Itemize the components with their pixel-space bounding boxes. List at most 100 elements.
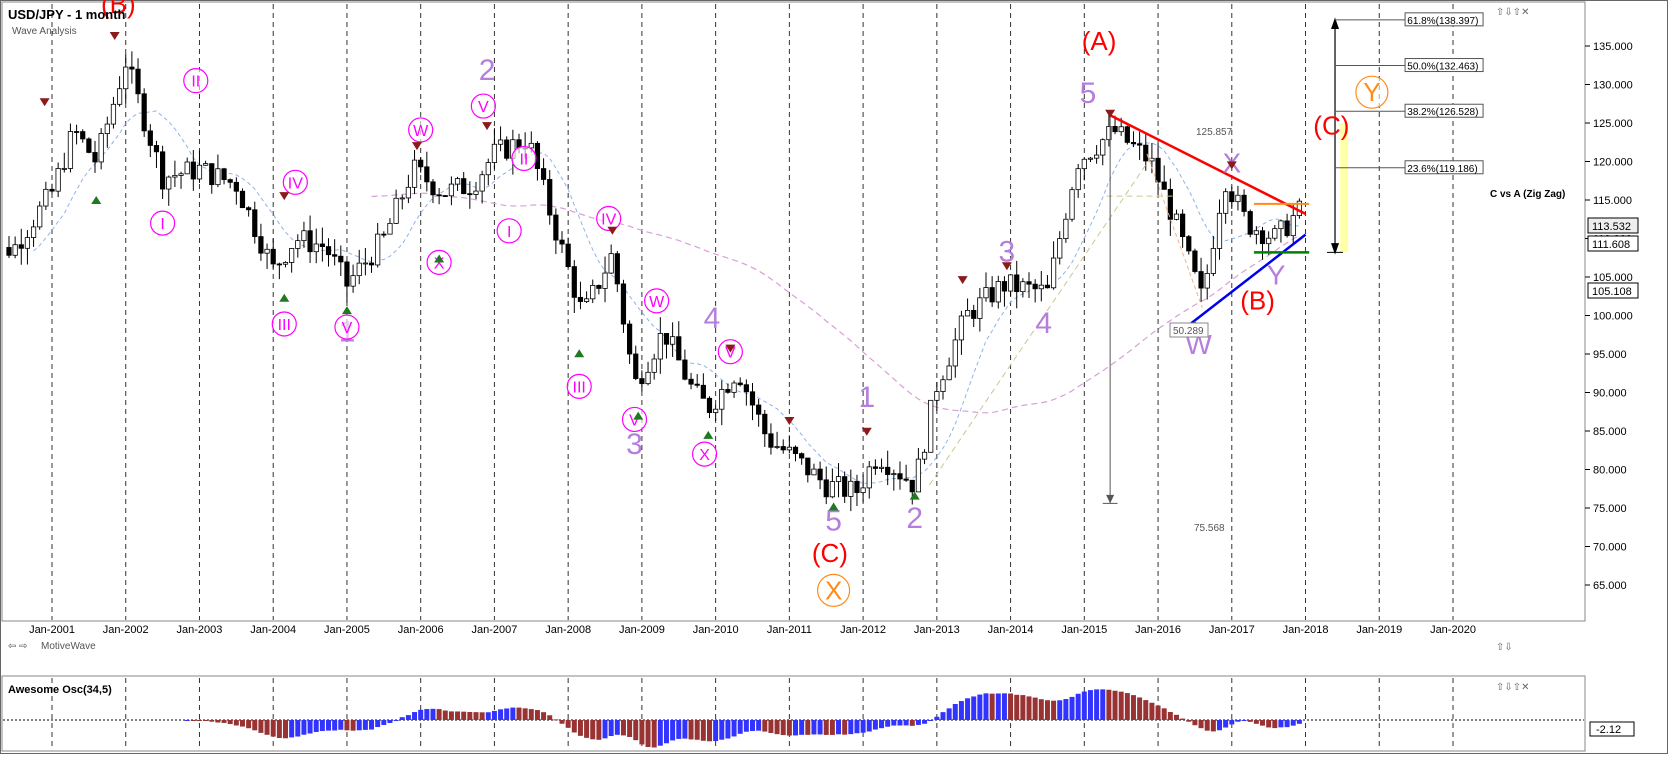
candle-body [1050, 257, 1057, 289]
oscillator-bar [1173, 714, 1179, 720]
circled-wave-label: IV [288, 175, 303, 192]
candle-body [332, 254, 338, 257]
candle-body [946, 365, 952, 381]
wave-label: (A) [1082, 26, 1117, 56]
circled-wave-marker [691, 441, 718, 467]
oscillator-bar [633, 720, 639, 741]
wave-label: 5 [1080, 77, 1097, 110]
candle-body [1216, 212, 1223, 249]
trendlines: 61.8%(138.397) 50.0%(132.463) 38.2%(126.52… [929, 12, 1484, 504]
wave-label: 1 [858, 381, 875, 414]
circled-wave-marker [817, 573, 851, 607]
candle-body [1007, 274, 1014, 292]
candle-body [1118, 126, 1124, 133]
scroll-arrows-icon[interactable]: ⇦ ⇨ [8, 641, 28, 652]
candle-body [743, 384, 749, 393]
oscillator-bar [639, 720, 645, 745]
candle-body [252, 209, 258, 237]
x-tick-label: Jan-2015 [1061, 624, 1107, 636]
dashed-projection-line [929, 157, 1152, 486]
y-tick-label: 135.000 [1593, 41, 1633, 53]
candle-body [178, 173, 184, 176]
oscillator-bar [528, 709, 534, 720]
candle-body [1266, 237, 1272, 245]
price-axis: 65.000 70.000 75.000 80.000 85.000 90.000 95.0… [1585, 41, 1633, 592]
candle-body [663, 333, 670, 345]
wave-label: (C) [1313, 111, 1349, 141]
brand-label: MotiveWave [41, 641, 96, 652]
oscillator-bar [313, 720, 319, 732]
oscillator-bar [1167, 712, 1173, 720]
candle-body [1057, 238, 1063, 259]
candle-body [528, 142, 534, 149]
oscillator-bar [239, 720, 245, 727]
candle-body [276, 263, 282, 266]
panel-controls-icon[interactable]: ⇧⇩⇧✕ [1496, 7, 1530, 18]
oscillator-bar [375, 720, 381, 728]
oscillator-bar [1241, 720, 1247, 721]
circled-wave-marker [408, 117, 434, 143]
oscillator-bar [645, 720, 651, 748]
oscillator-bar [995, 693, 1001, 720]
oscillator-bar [553, 719, 559, 721]
candle-body [116, 88, 123, 105]
oscillator-bar [1044, 700, 1050, 720]
candle-body [1112, 126, 1118, 133]
oscillator-bar [842, 720, 848, 735]
oscillator-bar [326, 720, 332, 731]
candle-body [1038, 284, 1044, 290]
oscillator-bar [522, 708, 528, 720]
candle-body [872, 466, 878, 469]
candle-body [43, 188, 49, 207]
oscillator-bar [1014, 694, 1020, 720]
candle-body [694, 383, 700, 386]
pivot-high-marker [957, 276, 968, 285]
oscillator-bar [1094, 689, 1100, 720]
candle-body [657, 333, 663, 360]
candle-body [1026, 281, 1032, 285]
oscillator-bar [786, 720, 792, 736]
oscillator-bar [461, 711, 467, 720]
osc-panel-controls-icon[interactable]: ⇧⇩⇧✕ [1496, 682, 1530, 693]
candle-body [799, 453, 805, 459]
oscillator-bar [780, 720, 786, 736]
wave-label: Y [1267, 260, 1286, 291]
candle-body [1081, 158, 1087, 170]
candle-body [166, 176, 172, 190]
candle-body [129, 66, 135, 70]
candle-body [424, 166, 430, 183]
pivot-high-marker [109, 31, 120, 40]
x-tick-label: Jan-2006 [398, 624, 444, 636]
oscillator-bar [381, 720, 387, 725]
candle-body [338, 255, 344, 263]
oscillator-bar [958, 701, 964, 720]
wave-label: 4 [1035, 307, 1052, 340]
measure-range-box [1169, 322, 1209, 338]
zoom-controls-icon[interactable]: ⇧⇩ [1496, 642, 1513, 653]
oscillator-bar [700, 720, 706, 741]
candle-body [246, 207, 252, 211]
pivot-high-marker [861, 427, 872, 436]
y-tick-label: 95.000 [1593, 349, 1627, 361]
candle-body [921, 451, 928, 460]
y-tick-label: 105.000 [1593, 272, 1633, 284]
candle-body [590, 284, 596, 300]
circled-wave-marker [150, 210, 176, 236]
oscillator-bar [731, 720, 737, 737]
oscillator-bar [713, 720, 719, 742]
oscillator-bar [436, 709, 442, 720]
candle-body [983, 287, 989, 299]
candle-body [442, 195, 448, 197]
candle-body [977, 297, 983, 319]
oscillator-bar [706, 720, 712, 742]
x-tick-label: Jan-2019 [1356, 624, 1402, 636]
candle-body [700, 384, 706, 399]
candle-body [135, 68, 141, 95]
oscillator-bar [393, 720, 399, 721]
oscillator-bar [1087, 690, 1093, 720]
oscillator-bar [663, 720, 669, 744]
candle-body [1167, 188, 1173, 220]
oscillator-bar [498, 709, 504, 720]
pivot-low-marker [703, 430, 714, 439]
